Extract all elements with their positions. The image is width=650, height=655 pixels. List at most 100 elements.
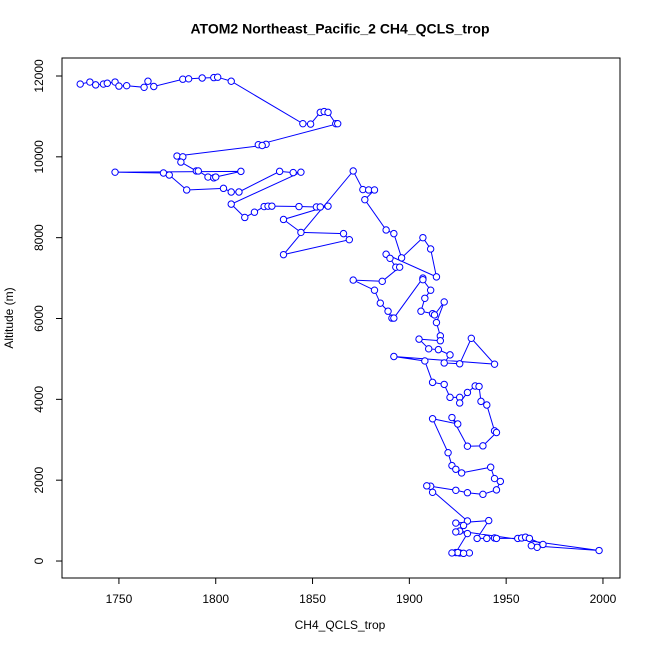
data-point [455,399,464,407]
data-point [361,195,369,204]
data-point [463,489,472,497]
data-point [428,378,437,387]
data-point [382,226,390,234]
data-point [140,83,148,92]
data-point [227,77,235,85]
data-point [426,286,435,294]
data-point [182,186,191,194]
data-point [421,294,429,302]
data-point [452,465,460,473]
data-point [177,158,185,166]
data-line [80,76,600,554]
data-point [463,442,472,450]
data-point [86,78,94,86]
data-point [297,168,305,176]
y-tick-label: 8000 [32,224,46,251]
data-point [370,286,379,294]
data-point [279,215,288,224]
data-point [299,119,307,128]
data-point [415,335,423,343]
data-point [479,490,487,499]
x-tick-label: 1900 [396,592,423,606]
data-point [213,73,222,81]
data-point [432,273,441,281]
data-point [324,108,332,117]
data-point [425,345,433,353]
data-point [459,521,468,530]
data-point [339,229,348,238]
data-point [490,474,499,483]
data-point [595,546,603,555]
data-point [268,202,276,210]
data-point [76,80,84,88]
data-point [316,203,324,211]
data-point [219,184,228,193]
y-tick-label: 6000 [32,305,46,332]
y-tick-label: 0 [32,557,46,564]
y-tick-label: 12000 [32,59,46,93]
data-point [194,167,203,175]
data-point [421,357,429,365]
data-point [430,311,439,319]
x-tick-label: 1750 [106,592,133,606]
data-point [386,254,394,262]
data-point [436,337,445,345]
data-point [452,528,460,536]
data-point [384,307,392,315]
data-point [479,442,487,450]
data-point [477,397,485,406]
data-point [237,167,245,176]
data-point [349,167,357,175]
data-point [289,168,297,177]
data-point [490,360,499,368]
data-point [150,82,158,91]
data-point [492,486,501,494]
data-point [334,119,342,128]
data-point [492,534,501,543]
data-point [444,448,452,457]
data-point [390,352,398,361]
data-point [446,351,454,359]
data-point [454,420,462,428]
data-point [459,549,468,558]
data-point [306,120,315,128]
data-point [390,314,398,322]
data-point [440,359,448,367]
data-point [483,401,491,409]
x-axis-label: CH4_QCLS_trop [295,618,386,632]
data-point [432,318,441,327]
data-point [184,75,193,83]
data-point [115,82,123,90]
x-tick-label: 1850 [299,592,326,606]
data-point [440,298,448,306]
data-point [241,213,249,222]
x-tick-label: 1800 [202,592,229,606]
data-point [376,299,385,307]
chart-title: ATOM2 Northeast_Pacific_2 CH4_QCLS_trop [190,21,489,37]
data-point [198,74,206,82]
data-point [295,202,303,211]
data-point [165,171,173,179]
plot-box [61,57,621,579]
data-point [275,167,284,176]
data-point [227,188,235,196]
data-point [457,469,466,477]
data-point [345,235,354,244]
data-point [144,77,152,85]
data-point [212,173,220,181]
data-point [297,228,305,237]
data-point [279,250,288,259]
data-point [434,345,443,354]
data-point [475,382,483,391]
data-point [235,188,243,196]
data-point [258,141,266,150]
data-point [103,79,112,87]
data-point [370,186,379,194]
data-point [463,388,472,397]
y-axis-label: Altitude (m) [2,287,16,348]
data-point [467,334,476,343]
data-point [525,534,534,543]
data-point [250,208,259,216]
data-point [419,233,427,242]
data-point [428,488,437,497]
